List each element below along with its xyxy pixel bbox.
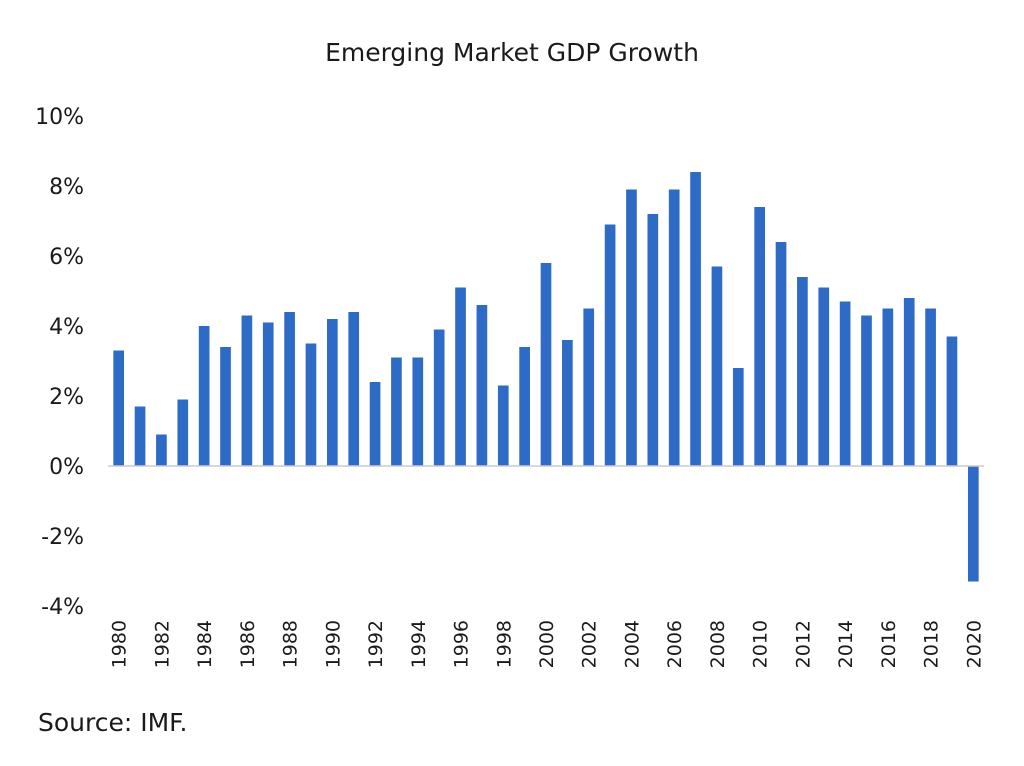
bar-2001 [562, 340, 573, 466]
x-tick-label: 2020 [963, 620, 985, 668]
x-tick-label: 1992 [365, 620, 387, 668]
x-tick-label: 2006 [664, 620, 686, 668]
bar-1984 [198, 326, 210, 466]
x-tick-label: 1990 [322, 620, 344, 668]
y-axis-ticks: -4% -2% 0% 2% 4% 6% 8% 10% [35, 105, 84, 620]
x-tick-label: 2010 [750, 620, 772, 668]
bar-2015 [861, 315, 872, 466]
x-tick-label: 2008 [707, 620, 729, 668]
y-tick-label: 6% [49, 245, 84, 270]
bar-2009 [732, 368, 744, 466]
bar-2012 [797, 277, 808, 466]
x-tick-label: 2012 [792, 620, 814, 668]
y-tick-label: 4% [49, 315, 84, 340]
x-tick-label: 1980 [109, 620, 131, 668]
y-tick-label: -4% [41, 595, 84, 620]
x-tick-label: 1996 [451, 620, 473, 668]
bar-1989 [305, 343, 317, 466]
bar-2008 [711, 266, 723, 466]
y-tick-label: 0% [49, 455, 84, 480]
bar-2019 [946, 336, 958, 466]
bar-1997 [476, 305, 488, 466]
bar-1999 [519, 347, 530, 466]
bar-2014 [839, 301, 851, 466]
bar-2018 [925, 308, 936, 466]
bar-1986 [241, 315, 253, 466]
bar-2011 [775, 242, 787, 466]
bar-1998 [497, 385, 509, 466]
x-axis-ticks: 1980 1982 1984 1986 1988 1990 1992 1994 1996 1998… [109, 620, 986, 668]
y-tick-label: 10% [35, 105, 84, 130]
bar-1994 [412, 357, 424, 466]
bar-2007 [690, 172, 701, 466]
y-tick-label: 2% [49, 385, 84, 410]
bar-1991 [348, 312, 360, 466]
bar-2013 [818, 287, 830, 466]
bar-series [113, 172, 979, 582]
chart-title: Emerging Market GDP Growth [325, 38, 699, 67]
x-tick-label: 1988 [280, 620, 302, 668]
bar-1987 [262, 322, 274, 466]
x-tick-label: 2002 [579, 620, 601, 668]
bar-2002 [583, 308, 595, 466]
y-tick-label: -2% [41, 525, 84, 550]
x-tick-label: 1982 [151, 620, 173, 668]
x-tick-label: 1986 [237, 620, 259, 668]
bar-2010 [754, 207, 765, 466]
bar-1985 [220, 347, 231, 466]
x-tick-label: 1984 [194, 620, 216, 668]
y-tick-label: 8% [49, 175, 84, 200]
bar-1981 [134, 406, 146, 466]
bar-2020 [967, 466, 979, 582]
bar-1990 [327, 319, 338, 466]
x-tick-label: 2016 [878, 620, 900, 668]
x-tick-label: 2004 [621, 620, 643, 668]
x-tick-label: 2000 [536, 620, 558, 668]
bar-2004 [626, 189, 637, 466]
bar-1982 [156, 434, 167, 466]
bar-2006 [668, 189, 680, 466]
bar-1995 [433, 329, 445, 466]
bar-2017 [903, 298, 915, 466]
bar-2016 [882, 308, 894, 466]
bar-1993 [391, 357, 402, 466]
source-note: Source: IMF. [38, 708, 188, 737]
bar-2000 [540, 263, 552, 466]
x-tick-label: 1994 [408, 620, 430, 668]
bar-1996 [455, 287, 466, 466]
bar-1983 [177, 399, 189, 466]
bar-1992 [369, 382, 381, 466]
bar-2005 [647, 214, 659, 466]
bar-2003 [604, 224, 616, 466]
bar-1980 [113, 350, 125, 466]
x-tick-label: 2018 [921, 620, 943, 668]
x-tick-label: 2014 [835, 620, 857, 668]
bar-1988 [284, 312, 295, 466]
x-tick-label: 1998 [493, 620, 515, 668]
